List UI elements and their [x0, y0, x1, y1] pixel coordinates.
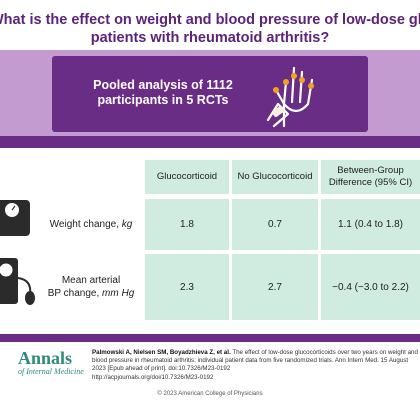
pooled-line-2: participants in 5 RCTs [97, 93, 229, 107]
annals-logo-subtitle: of Internal Medicine [18, 367, 84, 376]
table-cell-weight-difference: 1.1 (0.4 to 1.8) [321, 199, 420, 250]
citation-link[interactable]: http://acpjournals.org/doi/10.7326/M23-0… [92, 373, 214, 381]
row-label-weight-unit: kg [121, 219, 133, 230]
row-label-bp: Mean arterial BP change, mm Hg [40, 254, 142, 320]
row-label-bp-line-2: BP change, [47, 288, 100, 299]
row-label-bp-line-1: Mean arterial [61, 275, 121, 286]
column-header-glucocorticoid: Glucocorticoid [145, 160, 229, 194]
column-header-difference: Between-Group Difference (95% CI) [321, 160, 420, 194]
row-label-weight-text: Weight change, [49, 219, 119, 230]
annals-logo: Annals [18, 348, 73, 368]
table-cell-bp-no-glucocorticoid: 2.7 [232, 254, 318, 320]
title-line-2: patients with rheumatoid arthritis? [90, 30, 330, 46]
rheumatoid-hand-icon [266, 66, 314, 128]
column-header-no-glucocorticoid: No Glucocorticoid [232, 160, 318, 194]
row-label-weight: Weight change, kg [40, 199, 142, 250]
footer [0, 334, 420, 404]
header-banner: What is the effect on weight and blood p… [0, 0, 420, 148]
table-cell-bp-glucocorticoid: 2.3 [145, 254, 229, 320]
title-band [0, 0, 420, 50]
table-cell-weight-glucocorticoid: 1.8 [145, 199, 229, 250]
copyright: © 2023 American College of Physicians [157, 391, 263, 397]
citation-text: The effect of low-dose glucocorticoids o… [92, 349, 418, 373]
citation-authors: Palmowski A, Nielsen SM, Boyadzhieva Z, … [92, 349, 231, 356]
weight-scale-and-bp-cuff-icon [0, 200, 35, 305]
citation: Palmowski A, Nielsen SM, Boyadzhieva Z, … [92, 349, 418, 382]
table-cell-weight-no-glucocorticoid: 0.7 [232, 199, 318, 250]
pooled-line-1: Pooled analysis of 1112 [93, 78, 233, 92]
title-line-1: What is the effect on weight and blood p… [0, 12, 420, 28]
row-label-bp-unit: mm Hg [102, 288, 135, 299]
pooled-analysis-box [52, 56, 368, 132]
table-cell-bp-difference: −0.4 (−3.0 to 2.2) [321, 254, 420, 320]
page-title: What is the effect on weight and blood p… [0, 11, 420, 47]
pooled-analysis-text: Pooled analysis of 1112 participants in … [78, 78, 248, 108]
